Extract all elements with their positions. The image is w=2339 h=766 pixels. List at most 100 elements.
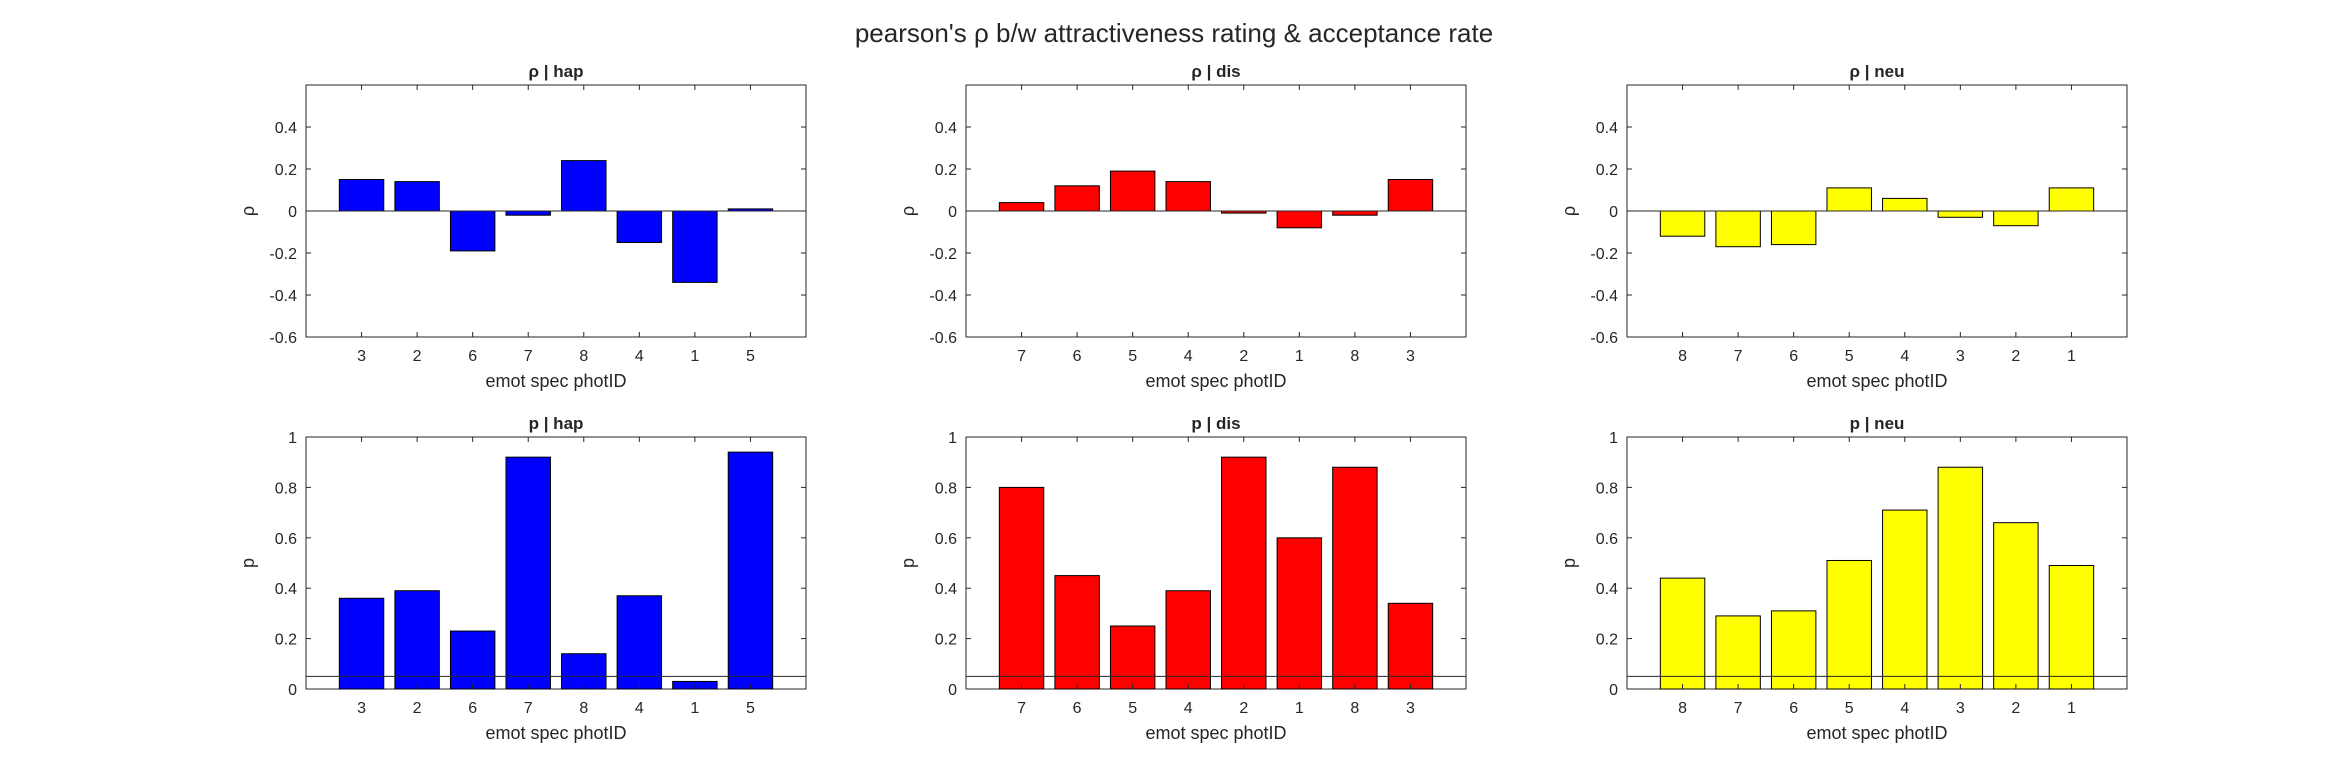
x-tick-label: 3 [1956,700,1965,717]
chart-panel-3: -0.6 -0.4 -0.2 0 0.2 0.4 8 7 6 5 4 3 2 1 ρ | neu emot s… [1559,62,2128,391]
x-tick-label: 2 [2011,700,2020,717]
x-tick-label: 7 [524,700,533,717]
y-tick-label: -0.2 [1590,246,1618,263]
x-tick-label: 1 [1295,348,1304,365]
x-tick-label: 6 [1789,348,1798,365]
x-tick-label: 4 [1900,348,1909,365]
axes-title: p | dis [1191,414,1240,433]
bar [1165,590,1211,690]
x-axis-label: emot spec photID [485,723,626,743]
x-axis-label: emot spec photID [485,371,626,391]
x-tick-label: 2 [413,700,422,717]
bar [727,451,774,690]
y-tick-label: 0 [288,682,297,699]
bar [616,595,663,690]
x-axis-label: emot spec photID [1806,723,1947,743]
x-axis-label: emot spec photID [1145,371,1286,391]
bar [1826,559,1872,690]
bar [1715,615,1761,690]
x-tick-label: 4 [1184,700,1193,717]
x-tick-label: 1 [1295,700,1304,717]
x-tick-label: 5 [1845,348,1854,365]
bar [1276,537,1323,690]
x-tick-label: 5 [746,348,755,365]
bar [1993,522,2039,690]
y-tick-label: -0.6 [929,330,957,347]
y-tick-label: -0.4 [269,288,297,305]
bar [394,590,440,690]
x-tick-label: 6 [468,348,477,365]
bar [1937,210,1984,218]
x-tick-label: 7 [1734,700,1743,717]
x-tick-label: 3 [1956,348,1965,365]
y-tick-label: 0.2 [935,162,957,179]
bar [1826,187,1872,212]
bar [2048,187,2095,212]
y-tick-label: -0.6 [269,330,297,347]
bar [561,160,607,212]
y-tick-label: -0.6 [1590,330,1618,347]
bar [1109,170,1156,212]
y-axis-label: p [898,558,918,568]
y-tick-label: 0.2 [275,632,297,649]
bar [672,210,718,283]
x-tick-label: 4 [635,700,644,717]
y-tick-label: 0.2 [1596,632,1618,649]
bar [1659,210,1706,237]
bar [1770,210,1817,246]
bar [561,653,607,690]
bar [1387,602,1434,690]
bar [1387,179,1434,212]
y-tick-label: 0.8 [1596,480,1618,497]
y-tick-label: 0.8 [275,480,297,497]
x-tick-label: 5 [1128,348,1137,365]
subplot-grid: -0.6 -0.4 -0.2 0 0.2 0.4 3 2 6 7 8 4 1 5 ρ | hap emot s… [238,62,2128,743]
x-tick-label: 6 [1073,348,1082,365]
x-tick-label: 1 [690,348,699,365]
y-tick-label: 0.6 [275,531,297,548]
axes-title: p | hap [529,414,584,433]
bar [1659,577,1706,690]
x-tick-label: 7 [524,348,533,365]
bar [505,210,551,216]
bar [2048,565,2095,690]
x-tick-label: 7 [1734,348,1743,365]
x-tick-label: 8 [579,348,588,365]
x-axis-label: emot spec photID [1145,723,1286,743]
bar [1882,509,1928,690]
x-tick-label: 5 [746,700,755,717]
bar [1054,575,1100,690]
y-tick-label: 1 [288,430,297,447]
y-tick-label: 0 [948,682,957,699]
y-tick-label: 0.6 [935,531,957,548]
y-tick-label: -0.4 [929,288,957,305]
axes-box [1626,436,2128,690]
figure-title: pearson's ρ b/w attractiveness rating & … [855,18,1493,48]
y-tick-label: 0.4 [935,581,957,598]
x-tick-label: 6 [1789,700,1798,717]
bar [1221,456,1267,690]
y-tick-label: 0.8 [935,480,957,497]
axes-title: p | neu [1850,414,1905,433]
y-tick-label: 0.4 [1596,581,1618,598]
y-tick-label: 1 [1609,430,1618,447]
bar [505,456,551,690]
y-tick-label: 0.2 [935,632,957,649]
axes-title: ρ | hap [529,62,584,81]
axes-box [305,436,807,690]
y-tick-label: 0.2 [275,162,297,179]
bar [616,210,663,243]
x-tick-label: 1 [2067,700,2076,717]
chart-panel-2: -0.6 -0.4 -0.2 0 0.2 0.4 7 6 5 4 2 1 8 3 ρ | dis emot s… [898,62,1467,391]
axes-title: ρ | neu [1850,62,1905,81]
x-tick-label: 3 [357,348,366,365]
chart-panel-5: 0 0.2 0.4 0.6 0.8 1 7 6 5 4 2 1 8 3 p | dis emot spec p… [898,414,1467,743]
x-tick-label: 7 [1017,348,1026,365]
x-tick-label: 2 [1239,700,1248,717]
bar [1993,210,2039,227]
x-tick-label: 6 [1073,700,1082,717]
bar [998,202,1045,212]
bar [998,486,1045,690]
bar [449,210,496,252]
